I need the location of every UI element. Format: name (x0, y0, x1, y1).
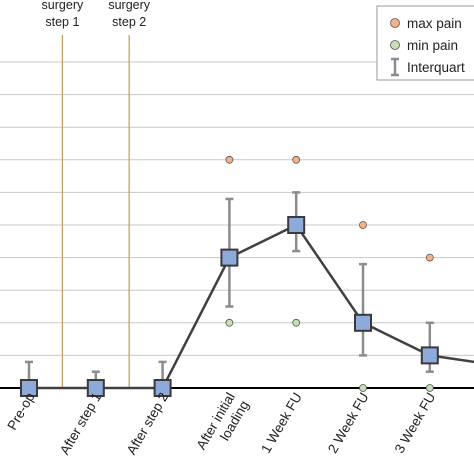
x-tick-labels: Pre-op After step 1 After step 2 After init… (4, 390, 439, 460)
legend-marker-icon (390, 18, 400, 28)
max-pain-point (225, 155, 234, 164)
median-polyline (29, 223, 474, 390)
min-pain-point (292, 318, 301, 327)
data-points (20, 155, 439, 397)
x-tick-label: After step 1 (57, 390, 105, 457)
surgery-marker-label: surgery step 1 (42, 0, 84, 29)
min-pain-point (425, 384, 434, 392)
legend-label: Interquart (407, 60, 465, 75)
legend-label: min pain (407, 38, 458, 53)
median-square-point (86, 379, 105, 397)
legend-marker-icon (390, 40, 400, 50)
surgery-marker-label: surgery step 2 (108, 0, 150, 29)
x-tick-label: 2 Week FU (325, 390, 372, 456)
median-square-point (20, 379, 38, 397)
median-square-point (287, 216, 306, 234)
gridlines (0, 61, 474, 356)
x-tick-label: After initialloading (193, 390, 251, 460)
x-tick-label: Pre-op (4, 390, 37, 433)
max-pain-point (359, 221, 367, 229)
surgery-markers: surgery step 1 surgery step 2 (42, 0, 151, 388)
max-pain-point (292, 155, 301, 164)
x-tick-label: 1 Week FU (258, 390, 305, 456)
x-tick-label: 3 Week FU (392, 390, 439, 456)
max-pain-point (425, 253, 434, 262)
median-square-point (153, 379, 172, 397)
median-square-point (220, 248, 239, 267)
min-pain-point (225, 318, 234, 327)
median-line (29, 223, 474, 390)
median-square-point (420, 346, 439, 365)
min-pain-point (359, 384, 367, 392)
x-tick-label: After step 2 (124, 390, 172, 457)
median-square-point (354, 313, 372, 332)
legend: max pain min pain Interquart (376, 5, 474, 81)
legend-label: max pain (407, 16, 462, 31)
